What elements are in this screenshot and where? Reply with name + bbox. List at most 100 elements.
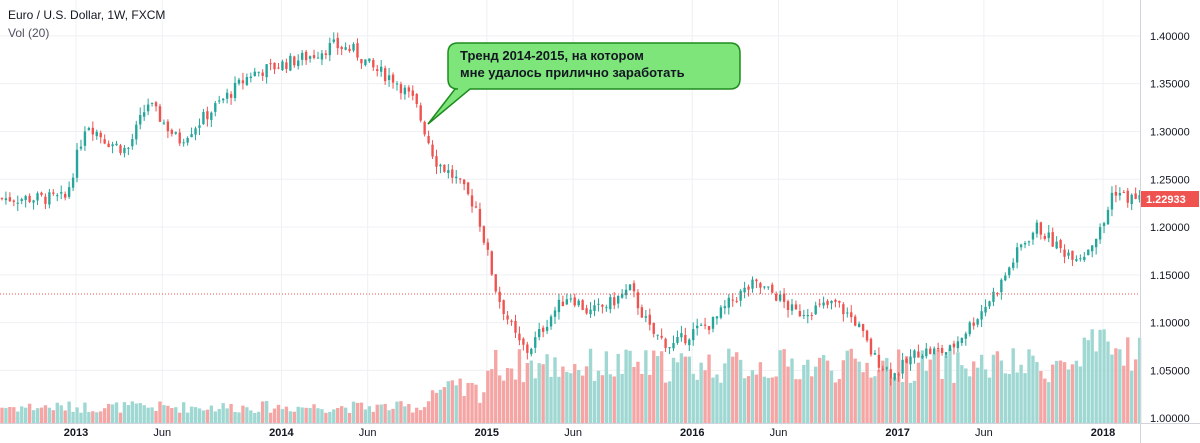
candle-body: [719, 307, 723, 318]
candle-body: [952, 343, 956, 348]
time-axis[interactable]: 2013 Jun 2014 Jun 2015 Jun 2016 Jun 2017 Jun 2018: [0, 423, 1200, 440]
candle-body: [628, 284, 632, 291]
volume-bar: [288, 411, 293, 423]
x-tick-label: 2014: [269, 427, 294, 439]
candle-body: [1071, 250, 1074, 260]
volume-bar: [249, 410, 253, 423]
volume-bar: [920, 350, 925, 423]
candle-body: [747, 286, 750, 290]
candle-body: [624, 289, 628, 296]
candle-body: [24, 196, 27, 200]
volume-bar: [841, 360, 846, 423]
candle-body: [846, 312, 849, 314]
volume-bar: [991, 354, 996, 423]
volume-bar: [166, 405, 170, 423]
volume-bar: [395, 401, 399, 423]
candle-body: [427, 135, 430, 144]
volume-bar: [185, 412, 190, 423]
volume-bar: [347, 412, 352, 423]
volume-bar: [501, 380, 506, 423]
volume-bar: [683, 356, 688, 423]
volume-bar: [71, 411, 75, 423]
volume-bar: [596, 370, 601, 423]
candle-body: [253, 71, 256, 76]
volume-bar: [434, 392, 439, 423]
candle-body: [1015, 247, 1019, 263]
symbol-legend: Euro / U.S. Dollar, 1W, FXCM: [8, 8, 166, 22]
volume-bar: [122, 402, 127, 423]
candle-body: [557, 299, 561, 313]
volume-bar: [916, 362, 921, 423]
volume-bar: [987, 377, 992, 423]
volume-bar: [146, 407, 150, 423]
volume-bar: [264, 401, 269, 423]
candle-body: [142, 112, 146, 117]
volume-bar: [399, 401, 403, 423]
candle-body: [964, 333, 967, 339]
candle-body: [956, 341, 960, 349]
volume-bar: [47, 407, 52, 423]
volume-bar: [521, 382, 526, 423]
volume-bar: [533, 378, 537, 423]
candle-body: [166, 121, 170, 132]
candle-body: [56, 195, 59, 197]
candle-body: [210, 112, 213, 120]
candle-body: [589, 309, 592, 315]
volume-bar: [896, 349, 901, 423]
candle-body: [1000, 279, 1003, 293]
candle-body: [482, 226, 486, 243]
candle-body: [466, 182, 470, 194]
candle-body: [640, 307, 644, 318]
candle-body: [383, 68, 387, 82]
candle-body: [407, 87, 411, 92]
volume-bar: [537, 363, 541, 423]
volume-bar: [466, 383, 470, 423]
candle-body: [459, 178, 462, 180]
candle-body: [707, 326, 711, 330]
candle-body: [802, 314, 806, 316]
candle-body: [332, 39, 335, 42]
candle-body: [1110, 192, 1114, 210]
volume-bar: [438, 389, 443, 423]
candle-body: [75, 149, 79, 178]
volume-bar: [260, 401, 265, 423]
candle-body: [577, 300, 580, 306]
volume-bar: [972, 361, 976, 423]
volume-bar: [912, 380, 917, 423]
volume-bar: [359, 402, 364, 423]
price-axis[interactable]: 1.00000 1.05000 1.10000 1.15000 1.20000 1.250…: [1140, 0, 1190, 443]
candle-body: [790, 304, 794, 311]
volume-bar: [343, 407, 348, 423]
volume-bar: [1007, 374, 1011, 423]
volume-bar: [99, 411, 103, 423]
volume-bar: [8, 407, 12, 423]
volume-bar: [1058, 360, 1063, 423]
volume-bar: [213, 411, 217, 423]
x-tick-label: 2013: [64, 427, 88, 439]
candle-body: [146, 104, 150, 112]
volume-bar: [1098, 329, 1102, 423]
candle-body: [261, 72, 264, 76]
volume-bar: [545, 354, 549, 423]
volume-bar: [687, 356, 691, 423]
candle-body: [1138, 194, 1141, 200]
volume-bar: [174, 407, 178, 423]
volume-bar: [284, 406, 289, 423]
volume-bar: [691, 373, 695, 423]
candle-body: [364, 59, 367, 66]
volume-bar: [316, 408, 320, 423]
candle-body: [470, 195, 474, 207]
candle-body: [569, 298, 572, 300]
volume-bar: [845, 350, 849, 423]
candle-body: [60, 192, 63, 194]
volume-bar: [995, 351, 1000, 423]
volume-bar: [181, 402, 186, 423]
volume-bar: [1070, 364, 1075, 423]
volume-bar: [134, 403, 138, 423]
volume-bar: [415, 407, 419, 423]
volume-bar: [446, 381, 451, 423]
x-tick-label: Jun: [564, 427, 582, 439]
x-tick-label: Jun: [975, 427, 993, 439]
